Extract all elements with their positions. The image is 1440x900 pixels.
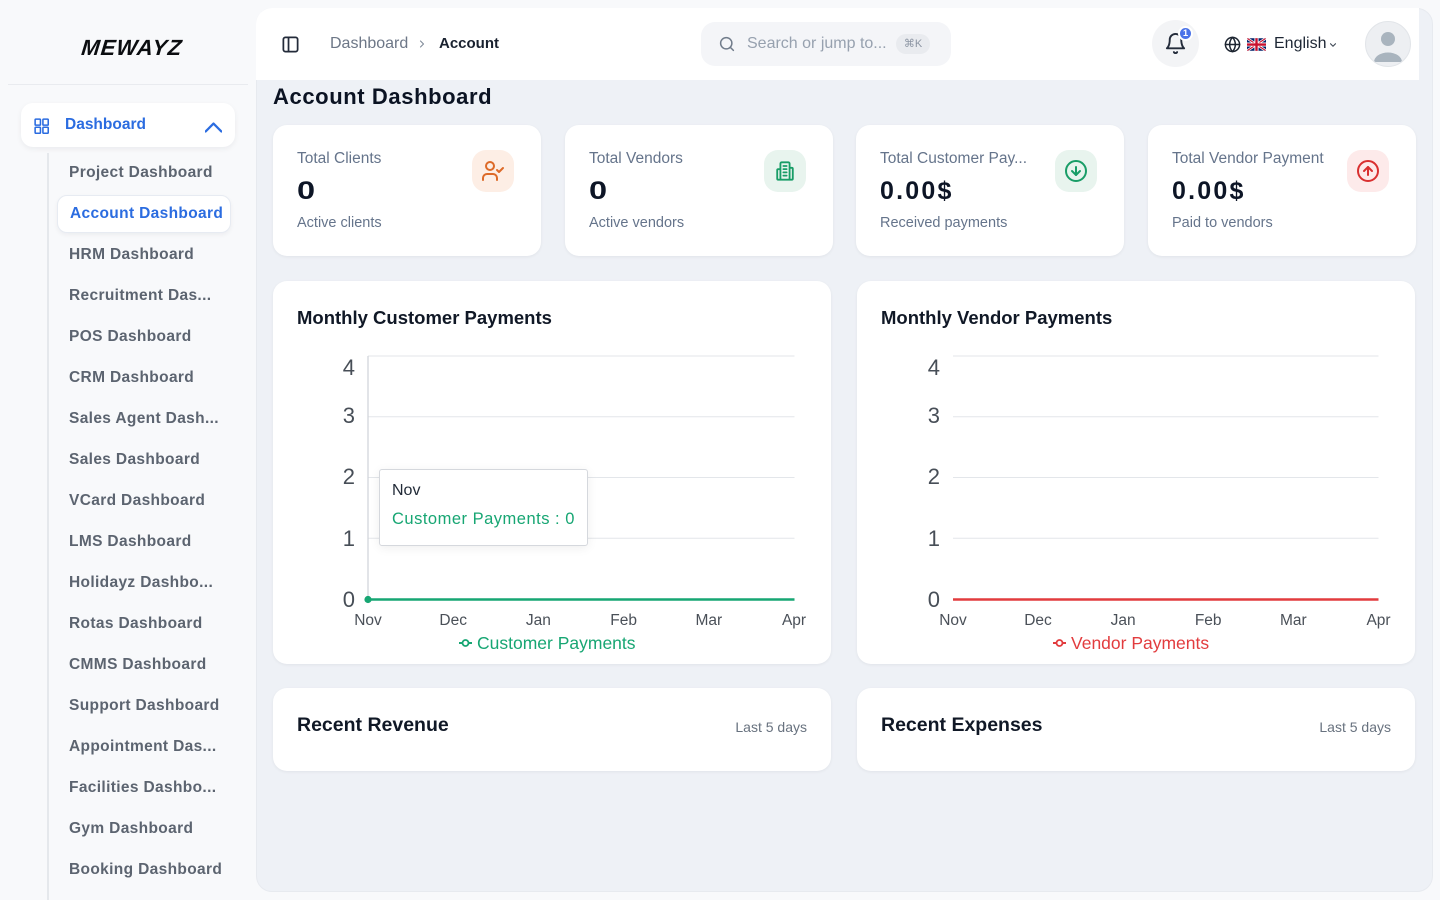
svg-text:Nov: Nov <box>354 612 382 629</box>
svg-text:Apr: Apr <box>782 612 806 629</box>
svg-text:1: 1 <box>928 526 940 551</box>
svg-text:Vendor Payments: Vendor Payments <box>1071 633 1209 653</box>
svg-text:Jan: Jan <box>1111 612 1136 629</box>
svg-text:4: 4 <box>343 355 355 380</box>
svg-text:Mar: Mar <box>695 612 722 629</box>
svg-text:1: 1 <box>343 526 355 551</box>
svg-text:Mar: Mar <box>1280 612 1307 629</box>
svg-text:3: 3 <box>343 403 355 428</box>
svg-text:Customer Payments: Customer Payments <box>477 633 636 653</box>
svg-text:4: 4 <box>928 355 940 380</box>
svg-text:0: 0 <box>343 587 355 612</box>
svg-text:Dec: Dec <box>1024 612 1052 629</box>
svg-text:Feb: Feb <box>1195 612 1222 629</box>
svg-text:2: 2 <box>928 464 940 489</box>
svg-text:Nov: Nov <box>939 612 967 629</box>
svg-text:0: 0 <box>928 587 940 612</box>
svg-text:Jan: Jan <box>526 612 551 629</box>
svg-text:2: 2 <box>343 464 355 489</box>
svg-text:Apr: Apr <box>1366 612 1390 629</box>
svg-text:3: 3 <box>928 403 940 428</box>
svg-text:Dec: Dec <box>439 612 467 629</box>
svg-text:Feb: Feb <box>610 612 637 629</box>
